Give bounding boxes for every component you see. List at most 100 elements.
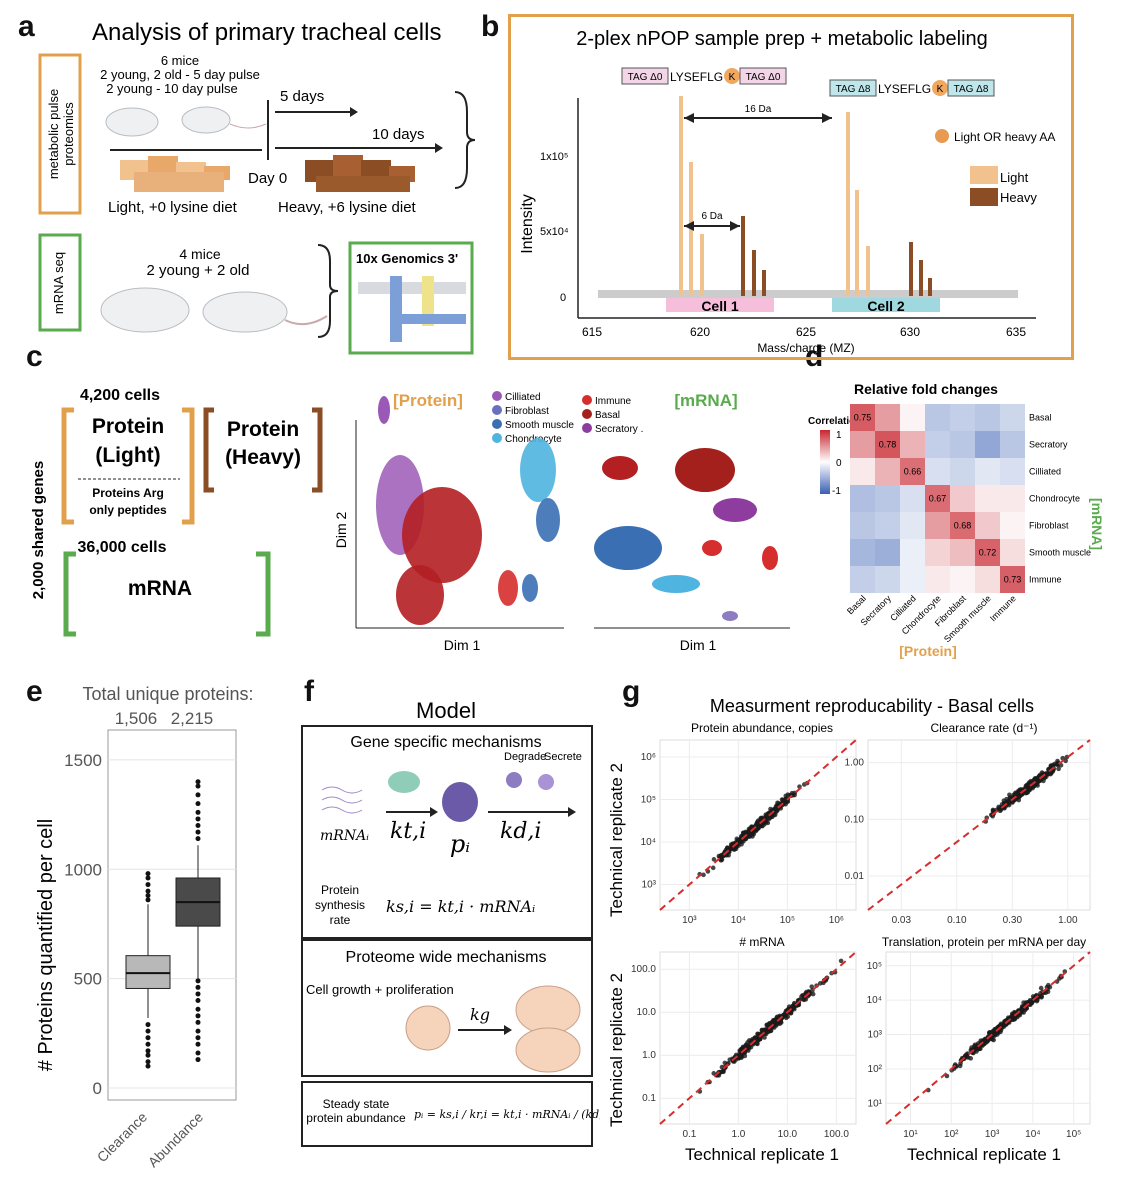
b-ytick: 5x10⁴ xyxy=(540,226,569,238)
sub-title: Clearance rate (d⁻¹) xyxy=(930,721,1037,735)
heatmap-row-label: Cilliated xyxy=(1029,467,1061,477)
scatter-xtick: 0.1 xyxy=(682,1129,696,1140)
cells-4200: 4,200 cells xyxy=(80,387,160,404)
scatter-point xyxy=(762,1035,767,1040)
cluster-fibroblast xyxy=(522,574,538,602)
degrade-icon xyxy=(506,772,522,788)
cell2-region xyxy=(832,298,940,312)
legend-dot xyxy=(582,395,592,405)
arrow-head xyxy=(684,113,694,123)
mrna-mice-1: 4 mice xyxy=(179,246,220,262)
mrna-i: mRNAᵢ xyxy=(320,828,369,844)
mrna-mice-2: 2 young + 2 old xyxy=(146,262,249,279)
b-xtick: 625 xyxy=(796,325,816,339)
scale-tick: 1 xyxy=(836,430,842,441)
peak-light xyxy=(866,246,870,296)
scatter-xtick: 1.0 xyxy=(731,1129,745,1140)
scatter-point xyxy=(957,1063,963,1069)
cluster-basal xyxy=(602,456,638,480)
dim2-label: Dim 2 xyxy=(333,512,349,549)
heatmap-diag-label: 0.73 xyxy=(1004,575,1022,585)
bracket-left xyxy=(61,407,74,525)
heatmap-cell xyxy=(875,404,900,431)
mrna-axis: [mRNA] xyxy=(1089,498,1105,550)
peak-heavy xyxy=(909,242,913,296)
heatmap-cell xyxy=(975,458,1000,485)
bracket-left xyxy=(203,407,214,493)
scatter-point xyxy=(803,997,809,1002)
arrow-head xyxy=(730,221,740,231)
bracket-right xyxy=(182,407,195,525)
scatter-xtick: 10³ xyxy=(682,915,697,926)
b-y-label: Intensity xyxy=(519,194,536,254)
heatmap-cell xyxy=(925,404,950,431)
label-day0: Day 0 xyxy=(248,170,287,187)
box-outlier xyxy=(145,1052,151,1058)
total-clearance: 1,506 xyxy=(115,709,158,728)
scatter-point xyxy=(711,857,717,862)
box-outlier xyxy=(195,1057,201,1063)
heatmap-col-label: Smooth muscle xyxy=(942,593,993,644)
scatter-xtick: 10⁶ xyxy=(829,915,844,926)
heatmap-cell xyxy=(1000,485,1025,512)
legend-aa: Light OR heavy AA xyxy=(954,130,1055,144)
scatter-point xyxy=(768,1028,773,1034)
tag0-left-label: TAG Δ0 xyxy=(628,72,663,83)
box-outlier xyxy=(195,984,201,990)
heatmap-row-label: Basal xyxy=(1029,413,1052,423)
synth-1: Protein xyxy=(321,883,359,897)
scale-tick: 0 xyxy=(836,458,842,469)
gene-specific-box xyxy=(301,725,593,939)
panel-d: Relative fold changes Correlation 1 0 -1… xyxy=(808,381,1105,659)
peak-light xyxy=(679,96,683,296)
box-outlier xyxy=(145,1059,151,1065)
heatmap-cell xyxy=(900,539,925,566)
heatmap-row-label: Immune xyxy=(1029,575,1062,585)
scatter-point xyxy=(1026,785,1032,791)
legend-dot xyxy=(492,433,502,443)
scatter-point xyxy=(1035,779,1041,785)
heatmap-cell xyxy=(900,566,925,593)
mrna-box xyxy=(38,233,82,332)
scatter-xtick: 10¹ xyxy=(903,1129,918,1140)
cluster-immune xyxy=(762,546,778,570)
box-outlier xyxy=(145,1028,151,1034)
peak-light xyxy=(855,190,859,296)
scatter-point xyxy=(972,1043,977,1049)
panel-letter-a: a xyxy=(18,10,35,43)
heatmap-cell xyxy=(900,404,925,431)
heatmap-cell xyxy=(1000,566,1025,593)
box-outlier xyxy=(195,801,201,807)
scatter-point xyxy=(711,1071,717,1076)
box-outlier xyxy=(145,1063,151,1069)
cluster-chondrocyte xyxy=(520,438,556,502)
cell2-label: Cell 2 xyxy=(867,298,905,314)
scatter-xtick: 100.0 xyxy=(824,1129,849,1140)
legend-light-swatch xyxy=(970,166,998,184)
legend-label: Secratory . xyxy=(595,424,643,435)
heatmap-cell xyxy=(925,512,950,539)
b-ytick: 1x10⁵ xyxy=(540,151,568,163)
legend-heavy: Heavy xyxy=(1000,190,1037,205)
scatter-point xyxy=(764,1027,770,1033)
mouse-icon xyxy=(105,107,159,137)
box-outlier xyxy=(145,882,151,888)
scatter-point xyxy=(1055,761,1060,766)
cell1-region xyxy=(666,298,774,312)
box-ticks: 0 500 1000 1500 xyxy=(64,751,102,1098)
heatmap-cell xyxy=(1000,431,1025,458)
box-outlier xyxy=(195,1041,201,1047)
scatter-panel: 10¹ 10² 10³ 10⁴ 10⁵ 10¹ 10² 10³ 10⁴ 10⁵ xyxy=(867,951,1091,1140)
bracket-left xyxy=(63,551,76,637)
scatter-point xyxy=(1022,1007,1028,1013)
synth-eq: ks,i = kt,i · mRNAᵢ xyxy=(386,897,535,916)
scatter-xtick: 10.0 xyxy=(778,1129,798,1140)
box-outlier xyxy=(195,816,201,822)
peak-heavy xyxy=(919,260,923,296)
box-outlier xyxy=(145,897,151,903)
protein-heavy-2: (Heavy) xyxy=(225,446,301,469)
heatmap-diag-label: 0.68 xyxy=(954,521,972,531)
heatmap-cell xyxy=(975,539,1000,566)
microfluidics-icon xyxy=(358,276,466,342)
scatter-ytick: 10³ xyxy=(868,1030,883,1041)
